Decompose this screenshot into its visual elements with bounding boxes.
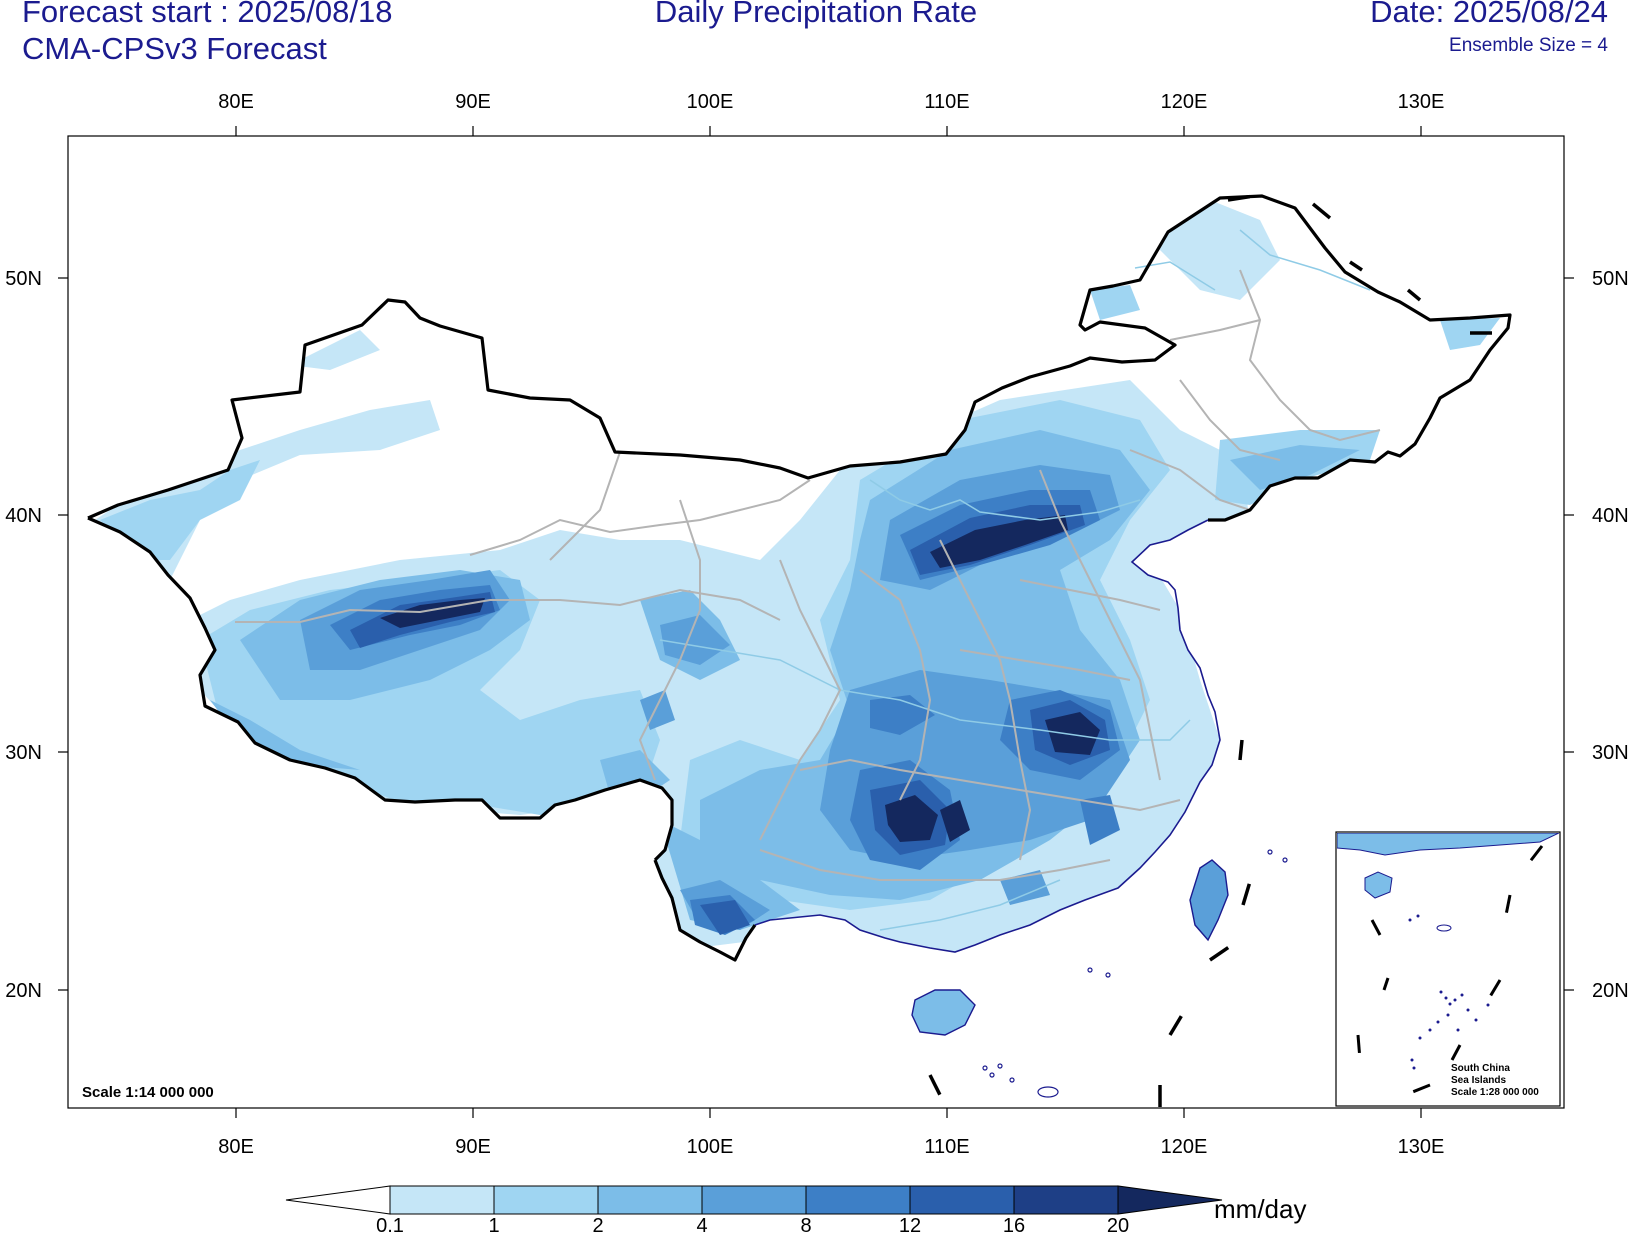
colorbar-box-4-8 [701,1185,807,1215]
ensemble-size-label: Ensemble Size = 4 [1449,35,1608,56]
precipitation-field [95,200,1500,960]
lat-label-right-50: 50N [1592,268,1629,290]
national-border-south [653,859,757,962]
lat-label-right-40: 40N [1592,505,1629,527]
colorbar-label-1: 1 [488,1215,499,1236]
inset-frame [1335,831,1561,1107]
lon-label-top-120: 120E [1161,91,1208,113]
chart-title: Daily Precipitation Rate [654,0,978,29]
colorbar-label-2: 2 [592,1215,603,1236]
lon-label-bottom-80: 80E [218,1136,254,1158]
lon-label-top-130: 130E [1398,91,1445,113]
colorbar-label-8: 8 [800,1215,811,1236]
lon-label-top-90: 90E [455,91,491,113]
lat-label-left-50: 50N [5,268,42,290]
rivers [659,229,1371,931]
colorbar-label-16: 16 [1003,1215,1025,1236]
colorbar: 0.1 1 2 4 8 12 16 20 mm/day [285,1185,1306,1236]
lon-label-bottom-110: 110E [924,1136,969,1158]
lat-label-right-30: 30N [1592,742,1629,764]
colorbar-label-0.1: 0.1 [376,1215,404,1236]
colorbar-box-2-4 [597,1185,703,1215]
lat-label-left-40: 40N [5,505,42,527]
national-border-southwest [87,516,674,862]
map-scale-label: Scale 1:14 000 000 [82,1084,214,1101]
colorbar-label-4: 4 [696,1215,707,1236]
colorbar-box-0.1-1 [389,1185,495,1215]
lon-label-bottom-130: 130E [1398,1136,1445,1158]
colorbar-box-8-12 [805,1185,911,1215]
province-boundaries [235,269,1381,881]
lon-label-top-80: 80E [218,91,254,113]
south-china-sea-islands [982,849,1288,1098]
lat-label-left-20: 20N [5,980,42,1002]
colorbar-box-12-16 [909,1185,1015,1215]
lon-label-bottom-100: 100E [687,1136,734,1158]
lat-label-left-30: 30N [5,742,42,764]
national-border-north [87,194,1512,522]
inset-label-line2: Sea Islands [1451,1075,1506,1086]
hainan-island [911,989,976,1036]
inset-coast [1337,833,1559,856]
colorbar-label-12: 12 [899,1215,921,1236]
lon-label-bottom-90: 90E [455,1136,491,1158]
lon-label-top-100: 100E [687,91,734,113]
inset-label-line1: South China [1451,1063,1510,1074]
lon-label-bottom-120: 120E [1161,1136,1208,1158]
inset-hainan [1364,871,1393,899]
inset-islands [1408,914,1490,1070]
colorbar-box-16-20 [1013,1185,1119,1215]
coastline [754,519,1221,953]
lon-label-top-110: 110E [924,91,969,113]
maritime-boundary [928,193,1495,1110]
colorbar-under-triangle [285,1185,391,1215]
valid-date-label: Date: 2025/08/24 [1370,0,1608,29]
model-label: CMA-CPSv3 Forecast [22,31,327,66]
taiwan-island [1189,859,1229,942]
axis-ticks [58,126,1574,1118]
south-china-sea-inset: South China Sea Islands Scale 1:28 000 0… [1335,831,1561,1107]
inset-maritime-boundary [1356,845,1544,1097]
colorbar-box-1-2 [493,1185,599,1215]
lat-label-right-20: 20N [1592,980,1629,1002]
colorbar-over-triangle [1117,1185,1223,1215]
forecast-start-label: Forecast start : 2025/08/18 [22,0,393,29]
colorbar-label-20: 20 [1107,1215,1129,1236]
colorbar-unit-label: mm/day [1214,1194,1306,1224]
inset-label-line3: Scale 1:28 000 000 [1451,1087,1539,1098]
